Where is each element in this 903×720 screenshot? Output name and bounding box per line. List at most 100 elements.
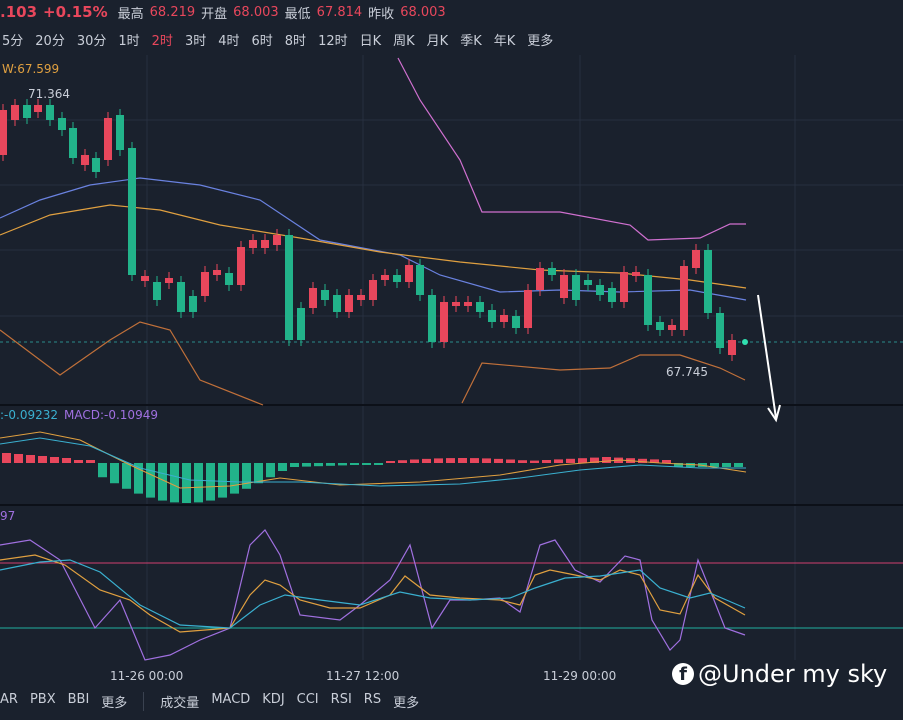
price: .103 — [0, 3, 38, 21]
candle — [309, 288, 317, 308]
candle — [357, 295, 365, 300]
interval-tab[interactable]: 3时 — [184, 34, 207, 49]
candle — [278, 463, 287, 471]
indicator-tab[interactable]: RSI — [330, 692, 352, 707]
candle — [81, 155, 89, 165]
candle — [104, 118, 112, 160]
indicator-tab[interactable]: BBI — [67, 692, 90, 707]
candle — [362, 463, 371, 465]
candle — [237, 247, 245, 285]
candle — [14, 454, 23, 463]
candle — [494, 458, 503, 463]
candle — [38, 456, 47, 463]
candle — [110, 463, 119, 484]
interval-tab[interactable]: 4时 — [218, 34, 240, 49]
candle — [440, 302, 448, 342]
candle — [488, 310, 496, 322]
candle — [428, 295, 436, 342]
indicator-tab[interactable]: 更多 — [101, 696, 128, 711]
interval-tab[interactable]: 12时 — [318, 34, 348, 49]
interval-tab[interactable]: 20分 — [35, 34, 65, 49]
candle — [122, 463, 131, 489]
stat-label: 开盘 — [201, 6, 228, 22]
candle — [596, 285, 604, 295]
fb-icon: f — [672, 663, 694, 685]
interval-tab[interactable]: 季K — [460, 34, 482, 49]
stat-label: 最低 — [284, 6, 311, 22]
indicator-tab[interactable]: MACD — [211, 692, 251, 707]
candle — [458, 458, 467, 463]
watermark: f @Under my sky — [672, 660, 887, 688]
indicator-tab[interactable]: 更多 — [393, 696, 420, 711]
candle — [656, 322, 664, 330]
candle — [584, 280, 592, 285]
candle — [386, 461, 395, 463]
candle — [512, 316, 520, 328]
candle — [242, 463, 251, 489]
interval-tab[interactable]: 年K — [493, 34, 516, 49]
candle — [536, 268, 544, 290]
candle — [34, 105, 42, 112]
interval-tab[interactable]: 周K — [393, 34, 415, 49]
candle — [464, 302, 472, 306]
candle — [662, 460, 671, 463]
candle — [189, 296, 197, 312]
candle — [710, 463, 719, 467]
candle — [608, 288, 616, 302]
indicator-tab[interactable]: KDJ — [262, 692, 285, 707]
candle — [452, 302, 460, 306]
candle — [560, 275, 568, 298]
ma-label: W:67.599 — [2, 62, 59, 76]
candle — [393, 275, 401, 282]
candle — [548, 268, 556, 275]
candle — [201, 272, 209, 296]
candle — [692, 250, 700, 268]
candle — [321, 290, 329, 300]
interval-tab[interactable]: 1时 — [118, 34, 140, 49]
interval-tab[interactable]: 30分 — [76, 34, 107, 49]
candle — [518, 460, 527, 463]
indicator-tab[interactable]: AR — [0, 692, 18, 707]
candle — [632, 272, 640, 276]
stat-value: 68.003 — [233, 4, 279, 20]
candle — [410, 459, 419, 463]
interval-tab[interactable]: 月K — [426, 34, 449, 49]
candle — [302, 463, 311, 467]
candle — [225, 273, 233, 285]
candle — [74, 460, 83, 463]
indicator-tab[interactable]: 成交量 — [160, 696, 200, 711]
candle — [230, 463, 239, 494]
candle — [26, 455, 35, 463]
candle — [398, 460, 407, 463]
candle — [62, 458, 71, 463]
candle — [23, 105, 31, 118]
kdj-label: 97 — [0, 509, 15, 523]
interval-bar: 5分 20分 30分 1时 2时 3时 4时 6时 8时 12时 日K 周K 月K 季K 年K 更多 — [2, 30, 553, 49]
candle — [116, 115, 124, 150]
high-label: 71.364 — [28, 87, 70, 101]
candle — [434, 458, 443, 463]
candle — [728, 340, 736, 355]
interval-tab[interactable]: 日K — [359, 34, 382, 49]
interval-tab[interactable]: 更多 — [527, 34, 554, 49]
candle — [326, 463, 335, 466]
x-label: 11-26 00:00 — [110, 669, 183, 683]
candle — [590, 457, 599, 463]
indicator-tabs: AR PBX BBI 更多 成交量 MACD KDJ CCI RSI RS 更多 — [0, 692, 419, 711]
candle — [680, 266, 688, 330]
interval-tab[interactable]: 5分 — [2, 34, 24, 49]
indicator-tab[interactable]: CCI — [296, 692, 319, 707]
candle — [314, 463, 323, 467]
candle — [11, 105, 19, 120]
candle — [476, 302, 484, 312]
indicator-tab[interactable]: PBX — [29, 692, 56, 707]
candle — [446, 458, 455, 463]
candle — [542, 460, 551, 463]
interval-tab[interactable]: 2时 — [151, 34, 173, 49]
candle — [141, 276, 149, 281]
indicator-tab[interactable]: RS — [363, 692, 382, 707]
candle — [506, 459, 515, 463]
interval-tab[interactable]: 8时 — [284, 34, 307, 49]
candle — [134, 463, 143, 494]
interval-tab[interactable]: 6时 — [251, 34, 273, 49]
